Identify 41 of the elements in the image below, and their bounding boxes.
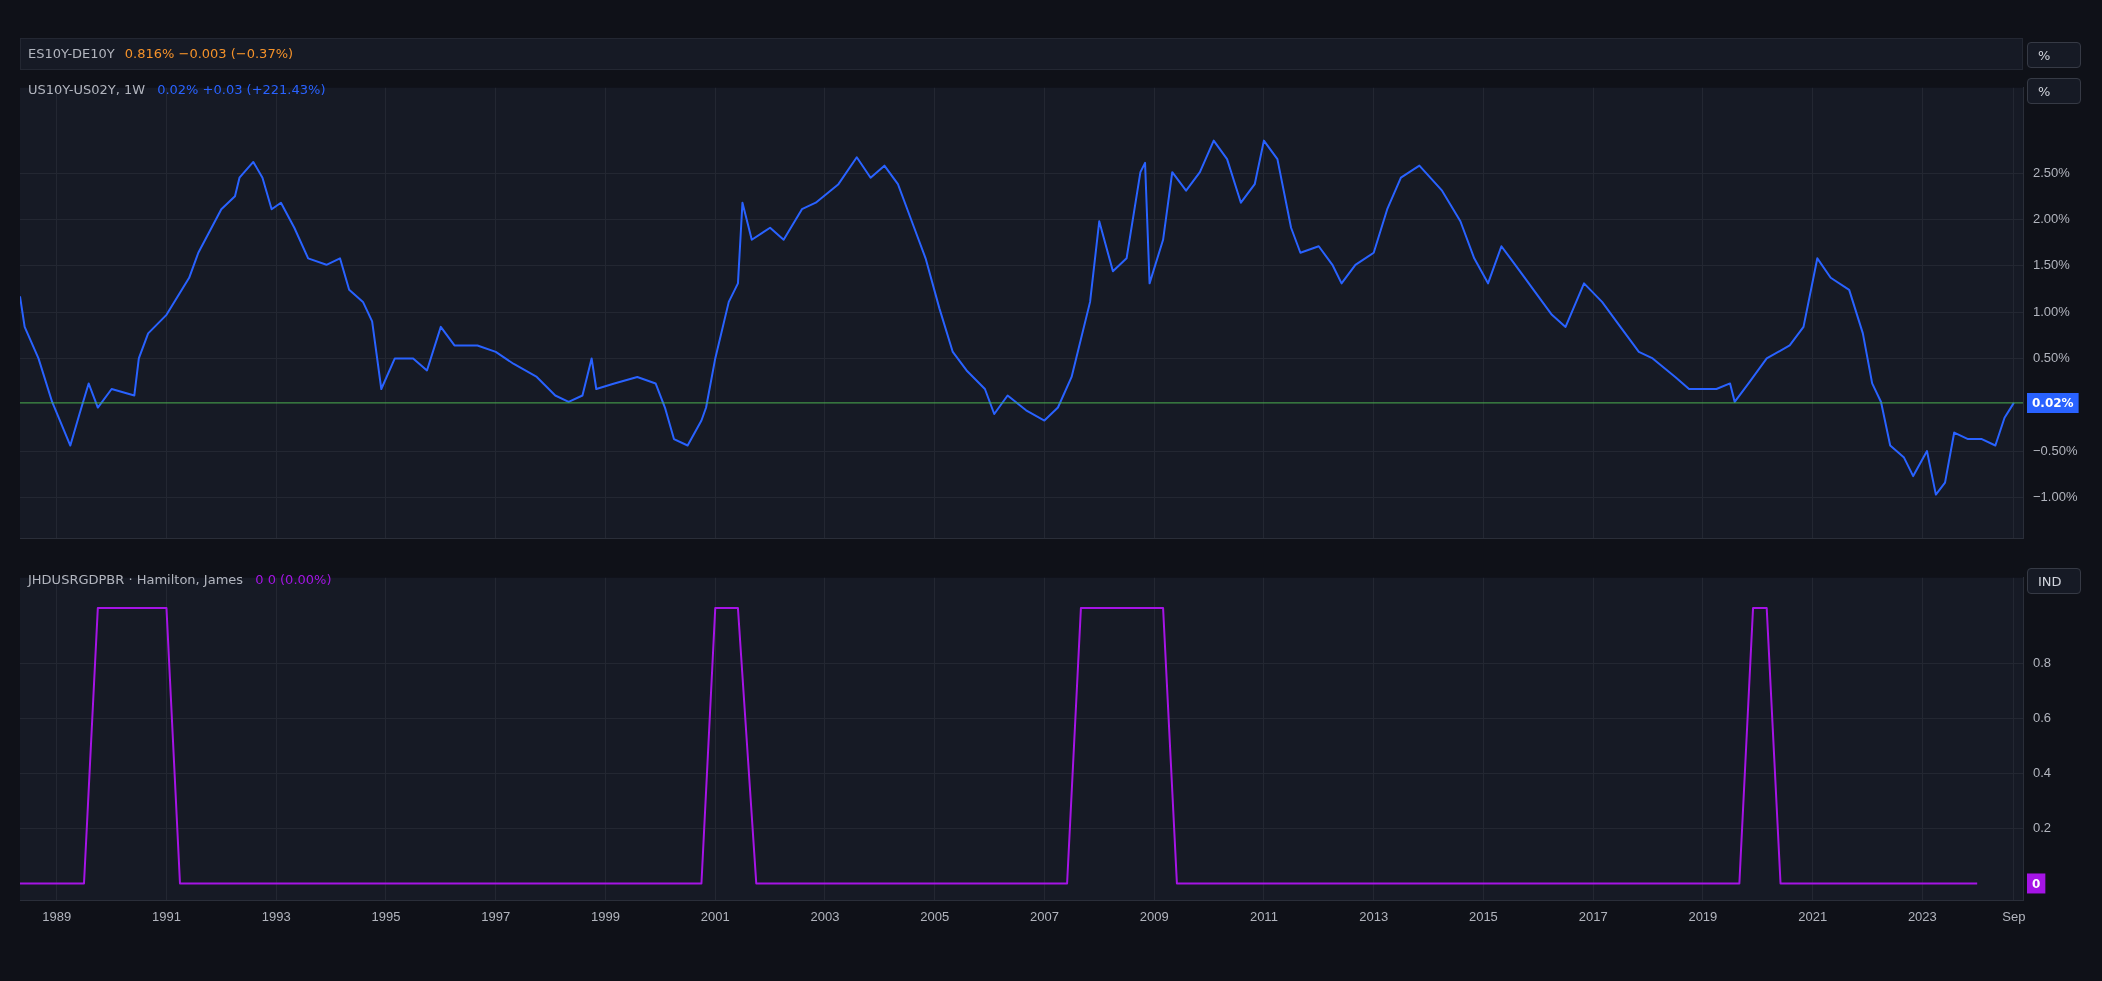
x-tick-label: Sep [2002,909,2026,925]
chart-subtitle: 0.02% +0.03 (+221.43%) [156,82,326,97]
x-tick-label: 2017 [1578,909,1608,925]
x-tick-label: 1989 [42,909,72,925]
y-tick-label: 2.00% [2033,210,2071,226]
x-tick-label: 2003 [810,909,840,925]
x-tick-label: 1995 [371,909,401,925]
y-tick-label: −1.00% [2033,489,2078,504]
chart-title: JHDUSRGDPBR · Hamilton, James [28,572,244,587]
y-tick-label: −0.50% [2033,442,2078,458]
x-tick-label: 2021 [1798,909,1828,925]
y-tick-label: 0.8 [2033,654,2052,670]
text: % [2027,78,2081,104]
y-tick-label: 0.6 [2033,709,2052,725]
y-tick-label: 0.4 [2033,764,2052,780]
x-tick-label: 1997 [481,909,511,925]
x-tick-label: 1991 [152,909,181,925]
x-tick-label: 2001 [700,909,730,925]
x-tick-label: 1999 [590,909,620,925]
x-tick-label: 2019 [1688,909,1718,925]
y-tick-label: 0.2 [2033,819,2052,835]
x-tick-label: 2015 [1468,909,1498,925]
x-tick-label: 2009 [1139,909,1169,925]
y-tick-label: 1.00% [2033,303,2071,319]
x-tick-label: 2007 [1029,909,1059,925]
y-tick-label: 2.50% [2033,164,2071,180]
chart-subtitle: 0 0 (0.00%) [254,572,332,587]
text: % [2027,42,2081,68]
x-tick-label: 2023 [1907,909,1937,925]
y-tick-label: 0.50% [2033,349,2071,365]
x-tick-label: 2005 [920,909,950,925]
text: IND [2027,568,2081,594]
text: 0.816% −0.003 (−0.37%) [124,46,294,61]
chart-title: US10Y-US02Y, 1W [28,82,146,97]
text: 0 [2032,876,2041,891]
x-tick-label: 1993 [261,909,291,925]
text: ES10Y-DE10Y [28,46,115,61]
y-tick-label: 1.50% [2033,257,2071,273]
x-tick-label: 2011 [1249,909,1278,925]
x-tick-label: 2013 [1359,909,1389,925]
ref-line-label: 0.02% [2032,396,2074,411]
